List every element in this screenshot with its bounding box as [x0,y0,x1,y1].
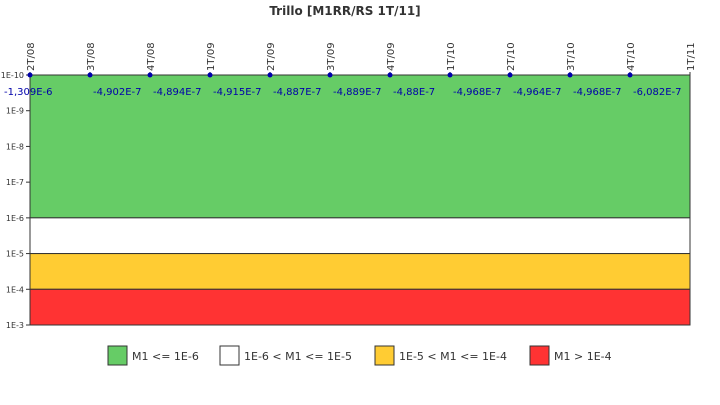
band-0 [29,74,691,219]
x-tick-label: 3T/08 [86,42,97,71]
legend: M1 <= 1E-6 1E-6 < M1 <= 1E-5 1E-5 < M1 <= … [107,345,612,366]
x-tick-label: 1T/09 [206,42,217,71]
band-2 [29,253,691,290]
x-tick-label: 3T/09 [326,42,337,71]
data-point [387,72,393,78]
data-label: -4,968E-7 [453,87,502,98]
data-label: -4,902E-7 [93,87,142,98]
x-tick-label: 4T/08 [146,42,157,71]
data-point [87,72,93,78]
x-tick-label: 3T/10 [566,42,577,71]
band-1 [29,217,691,255]
data-point [567,72,573,78]
legend-swatch [107,345,128,366]
data-label: -6,082E-7 [633,87,682,98]
data-label: -4,894E-7 [153,87,202,98]
y-tick-label: 1E-5 [6,250,24,259]
x-tick-label: 2T/08 [26,42,37,71]
y-tick-label: 1E-7 [6,178,24,187]
data-point [627,72,633,78]
data-point [507,72,513,78]
x-tick-label: 2T/09 [266,42,277,71]
legend-label: 1E-5 < M1 <= 1E-4 [399,350,507,363]
legend-label: M1 <= 1E-6 [132,350,199,363]
x-tick-label: 1T/11 [686,42,697,71]
bands-layer [29,74,691,326]
band-3 [29,288,691,326]
data-label: -4,889E-7 [333,87,382,98]
data-label: -4,968E-7 [573,87,622,98]
y-tick-label: 1E-4 [6,285,24,294]
y-tick-label: 1E-3 [6,321,24,330]
data-point [447,72,453,78]
legend-label: 1E-6 < M1 <= 1E-5 [244,350,352,363]
y-tick-label: 1E-10 [1,71,24,80]
chart-title: Trillo [M1RR/RS 1T/11] [269,4,420,18]
legend-swatch [529,345,550,366]
data-label: -4,915E-7 [213,87,262,98]
data-point [207,72,213,78]
legend-label: M1 > 1E-4 [554,350,612,363]
points-layer [27,72,633,78]
legend-swatch [219,345,240,366]
data-point [27,72,33,78]
x-tick-label: 4T/10 [626,42,637,71]
data-label: -1,309E-6 [4,87,53,98]
y-tick-label: 1E-9 [6,107,24,116]
plot-frame [29,74,691,326]
x-tick-label: 4T/09 [386,42,397,71]
data-label: -4,964E-7 [513,87,562,98]
y-tick-label: 1E-8 [6,142,24,151]
y-tick-label: 1E-6 [6,214,24,223]
data-label: -4,887E-7 [273,87,322,98]
data-label: -4,88E-7 [393,87,435,98]
data-labels-layer: -1,309E-6 -4,902E-7 -4,894E-7 -4,915E-7 -4,8… [4,87,682,98]
legend-swatch [374,345,395,366]
x-tick-label: 1T/10 [446,42,457,71]
axis-layer: 1E-10 1E-9 1E-8 1E-7 1E-6 1E-5 1E-4 1E-3 2T/08 3T… [1,42,697,330]
data-point [147,72,153,78]
x-tick-label: 2T/10 [506,42,517,71]
data-point [267,72,273,78]
data-point [327,72,333,78]
